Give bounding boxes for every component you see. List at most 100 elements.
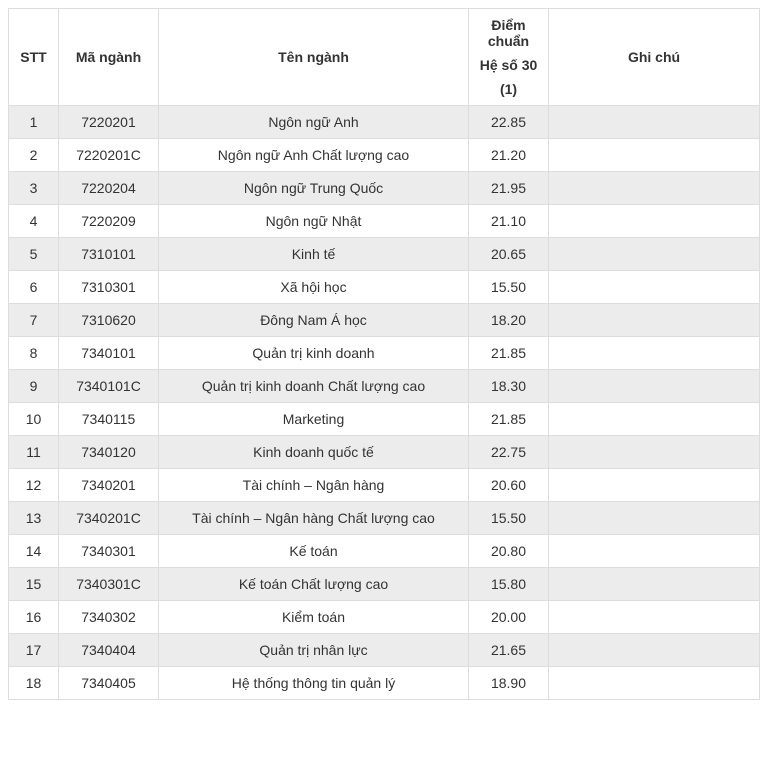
cell-name: Ngôn ngữ Anh: [159, 106, 469, 139]
cell-note: [549, 238, 760, 271]
cell-stt: 17: [9, 634, 59, 667]
cell-name: Quản trị kinh doanh Chất lượng cao: [159, 370, 469, 403]
cell-name: Ngôn ngữ Trung Quốc: [159, 172, 469, 205]
table-row: 107340115Marketing21.85: [9, 403, 760, 436]
cell-note: [549, 172, 760, 205]
cell-stt: 7: [9, 304, 59, 337]
table-row: 187340405Hệ thống thông tin quản lý18.90: [9, 667, 760, 700]
cell-score: 22.85: [469, 106, 549, 139]
cell-name: Hệ thống thông tin quản lý: [159, 667, 469, 700]
cell-note: [549, 370, 760, 403]
col-header-code: Mã ngành: [59, 9, 159, 106]
cell-score: 18.20: [469, 304, 549, 337]
table-row: 147340301Kế toán20.80: [9, 535, 760, 568]
cell-stt: 18: [9, 667, 59, 700]
cell-name: Marketing: [159, 403, 469, 436]
table-row: 167340302Kiểm toán20.00: [9, 601, 760, 634]
cell-name: Quản trị nhân lực: [159, 634, 469, 667]
cell-score: 20.65: [469, 238, 549, 271]
cell-code: 7220201C: [59, 139, 159, 172]
table-row: 137340201CTài chính – Ngân hàng Chất lượ…: [9, 502, 760, 535]
cell-note: [549, 205, 760, 238]
cell-note: [549, 601, 760, 634]
table-row: 157340301CKế toán Chất lượng cao15.80: [9, 568, 760, 601]
cell-code: 7340404: [59, 634, 159, 667]
cell-note: [549, 667, 760, 700]
benchmark-score-table: STT Mã ngành Tên ngành Điểm chuẩn Hệ số …: [8, 8, 760, 700]
table-row: 87340101Quản trị kinh doanh21.85: [9, 337, 760, 370]
cell-score: 18.30: [469, 370, 549, 403]
table-header: STT Mã ngành Tên ngành Điểm chuẩn Hệ số …: [9, 9, 760, 106]
cell-score: 15.50: [469, 271, 549, 304]
cell-stt: 4: [9, 205, 59, 238]
cell-stt: 5: [9, 238, 59, 271]
cell-note: [549, 337, 760, 370]
col-header-score-sub2: (1): [475, 81, 542, 97]
cell-name: Kiểm toán: [159, 601, 469, 634]
cell-score: 15.80: [469, 568, 549, 601]
table-row: 37220204Ngôn ngữ Trung Quốc21.95: [9, 172, 760, 205]
table-row: 77310620Đông Nam Á học18.20: [9, 304, 760, 337]
table-row: 117340120Kinh doanh quốc tế22.75: [9, 436, 760, 469]
cell-stt: 10: [9, 403, 59, 436]
cell-note: [549, 139, 760, 172]
cell-name: Tài chính – Ngân hàng: [159, 469, 469, 502]
cell-name: Kinh tế: [159, 238, 469, 271]
table-row: 57310101Kinh tế20.65: [9, 238, 760, 271]
cell-name: Ngôn ngữ Anh Chất lượng cao: [159, 139, 469, 172]
col-header-stt: STT: [9, 9, 59, 106]
table-row: 127340201Tài chính – Ngân hàng20.60: [9, 469, 760, 502]
cell-name: Xã hội học: [159, 271, 469, 304]
cell-note: [549, 106, 760, 139]
cell-score: 21.85: [469, 337, 549, 370]
cell-code: 7340301C: [59, 568, 159, 601]
cell-stt: 3: [9, 172, 59, 205]
cell-stt: 8: [9, 337, 59, 370]
cell-stt: 11: [9, 436, 59, 469]
cell-stt: 12: [9, 469, 59, 502]
cell-score: 20.80: [469, 535, 549, 568]
cell-code: 7340201: [59, 469, 159, 502]
cell-code: 7220201: [59, 106, 159, 139]
cell-score: 21.85: [469, 403, 549, 436]
table-row: 27220201CNgôn ngữ Anh Chất lượng cao21.2…: [9, 139, 760, 172]
cell-code: 7220209: [59, 205, 159, 238]
table-row: 97340101CQuản trị kinh doanh Chất lượng …: [9, 370, 760, 403]
cell-name: Kế toán Chất lượng cao: [159, 568, 469, 601]
table-body: 17220201Ngôn ngữ Anh22.8527220201CNgôn n…: [9, 106, 760, 700]
cell-note: [549, 502, 760, 535]
cell-stt: 13: [9, 502, 59, 535]
cell-code: 7340201C: [59, 502, 159, 535]
cell-code: 7340302: [59, 601, 159, 634]
col-header-note: Ghi chú: [549, 9, 760, 106]
cell-note: [549, 436, 760, 469]
table-row: 47220209Ngôn ngữ Nhật21.10: [9, 205, 760, 238]
cell-name: Tài chính – Ngân hàng Chất lượng cao: [159, 502, 469, 535]
cell-stt: 9: [9, 370, 59, 403]
col-header-score: Điểm chuẩn Hệ số 30 (1): [469, 9, 549, 106]
cell-stt: 16: [9, 601, 59, 634]
cell-code: 7340120: [59, 436, 159, 469]
cell-score: 21.10: [469, 205, 549, 238]
cell-score: 21.20: [469, 139, 549, 172]
cell-note: [549, 568, 760, 601]
cell-code: 7310101: [59, 238, 159, 271]
cell-stt: 2: [9, 139, 59, 172]
cell-stt: 15: [9, 568, 59, 601]
col-header-name: Tên ngành: [159, 9, 469, 106]
cell-score: 21.65: [469, 634, 549, 667]
col-header-score-sub1: Hệ số 30: [475, 57, 542, 73]
cell-name: Quản trị kinh doanh: [159, 337, 469, 370]
cell-note: [549, 469, 760, 502]
cell-note: [549, 634, 760, 667]
cell-note: [549, 304, 760, 337]
cell-score: 20.60: [469, 469, 549, 502]
cell-code: 7340301: [59, 535, 159, 568]
cell-stt: 14: [9, 535, 59, 568]
cell-note: [549, 271, 760, 304]
cell-score: 15.50: [469, 502, 549, 535]
table-row: 67310301Xã hội học15.50: [9, 271, 760, 304]
cell-name: Kinh doanh quốc tế: [159, 436, 469, 469]
cell-score: 22.75: [469, 436, 549, 469]
cell-code: 7310620: [59, 304, 159, 337]
